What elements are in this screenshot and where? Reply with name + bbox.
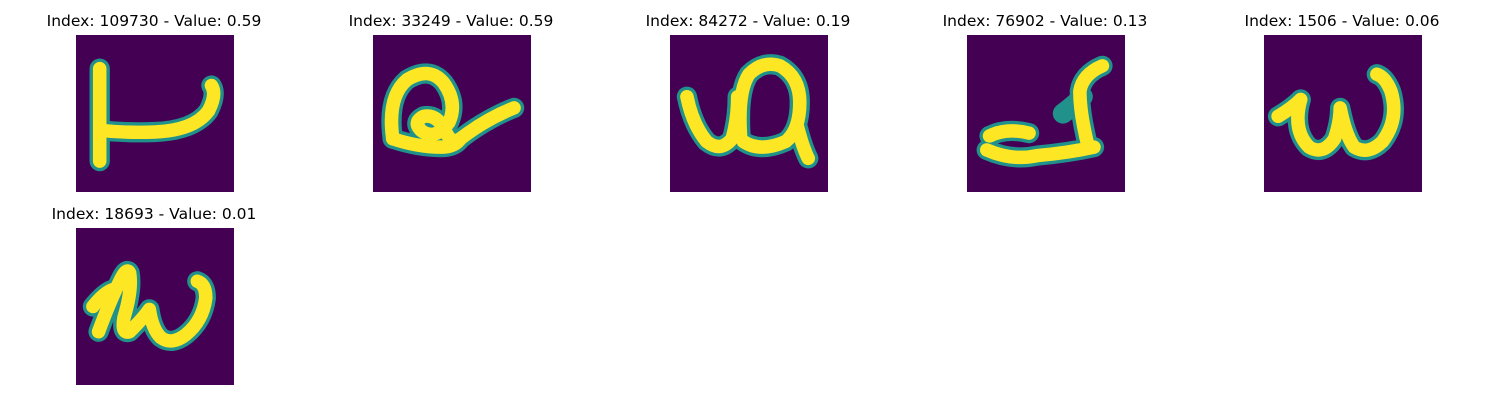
glyph-image-svg xyxy=(670,35,828,192)
glyph-image-svg xyxy=(373,35,531,192)
grid-panel: Index: 1506 - Value: 0.06 xyxy=(1212,10,1472,192)
panel-title: Index: 76902 - Value: 0.13 xyxy=(942,12,1148,30)
panel-title: Index: 109730 - Value: 0.59 xyxy=(46,12,262,30)
glyph-image-svg xyxy=(76,35,234,192)
glyph-image xyxy=(373,35,531,192)
grid-panel: Index: 18693 - Value: 0.01 xyxy=(24,203,284,385)
grid-panel: Index: 76902 - Value: 0.13 xyxy=(915,10,1175,192)
panel-title: Index: 18693 - Value: 0.01 xyxy=(51,205,257,223)
panel-title: Index: 1506 - Value: 0.06 xyxy=(1244,12,1440,30)
glyph-image-svg xyxy=(967,35,1125,192)
glyph-image xyxy=(670,35,828,192)
grid-panel: Index: 84272 - Value: 0.19 xyxy=(618,10,878,192)
grid-panel: Index: 33249 - Value: 0.59 xyxy=(321,10,581,192)
glyph-image xyxy=(76,228,234,385)
glyph-image-svg xyxy=(76,228,234,385)
glyph-image-svg xyxy=(1264,35,1422,192)
panel-title: Index: 33249 - Value: 0.59 xyxy=(348,12,554,30)
panel-title: Index: 84272 - Value: 0.19 xyxy=(645,12,851,30)
glyph-image xyxy=(967,35,1125,192)
glyph-image xyxy=(1264,35,1422,192)
glyph-image xyxy=(76,35,234,192)
grid-panel: Index: 109730 - Value: 0.59 xyxy=(24,10,284,192)
